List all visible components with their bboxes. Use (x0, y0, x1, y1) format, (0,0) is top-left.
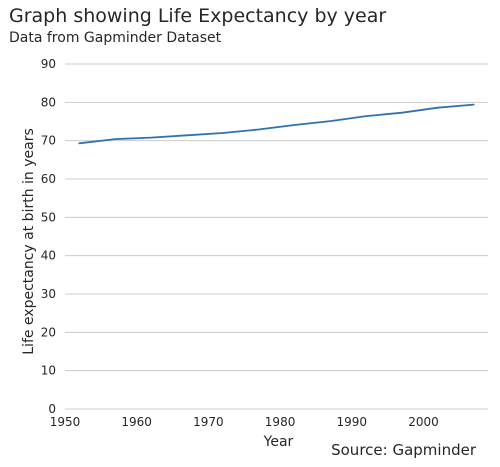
y-tick-label-20: 20 (41, 325, 56, 339)
chart-subtitle: Data from Gapminder Dataset (9, 30, 222, 46)
chart-title: Graph showing Life Expectancy by year (9, 5, 387, 27)
series-line-0 (78, 103, 475, 145)
x-tick-label-1950: 1950 (50, 415, 81, 429)
y-axis-label: Life expectancy at birth in years (21, 128, 37, 355)
y-tick-label-50: 50 (41, 210, 56, 224)
x-tick-label-1960: 1960 (121, 415, 152, 429)
x-tick-labels: 1950 1960 1970 1980 1990 2000 (50, 415, 439, 429)
x-tick-label-2000: 2000 (408, 415, 439, 429)
x-tick-label-1970: 1970 (193, 415, 224, 429)
y-tick-label-70: 70 (41, 134, 56, 148)
y-tick-label-40: 40 (41, 249, 56, 263)
x-axis-label: Year (263, 434, 294, 450)
y-tick-label-0: 0 (48, 402, 56, 416)
source-note: Source: Gapminder (331, 441, 476, 459)
y-tick-label-30: 30 (41, 287, 56, 301)
y-tick-label-60: 60 (41, 172, 56, 186)
x-tick-label-1990: 1990 (337, 415, 368, 429)
gridlines (65, 63, 488, 410)
y-tick-label-90: 90 (41, 57, 56, 71)
series-group (78, 103, 475, 145)
x-tick-label-1980: 1980 (265, 415, 296, 429)
y-tick-label-10: 10 (41, 364, 56, 378)
y-tick-label-80: 80 (41, 95, 56, 109)
y-tick-labels: 0 10 20 30 40 50 60 70 80 90 (41, 57, 56, 416)
